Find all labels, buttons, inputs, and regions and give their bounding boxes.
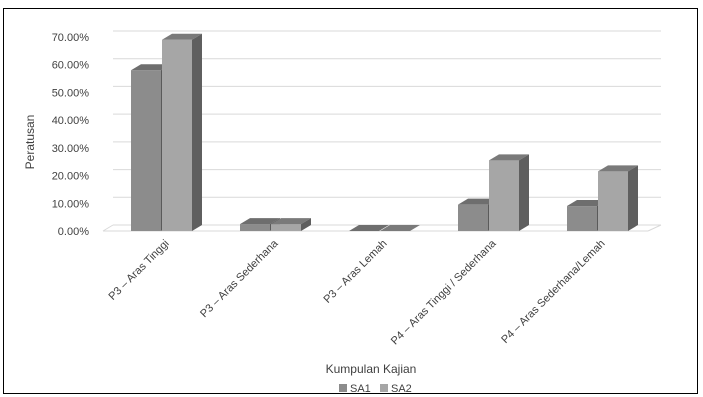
y-axis-title: Peratusan [23,115,37,170]
bar-side [301,218,311,231]
y-tick-label: 30.00% [52,143,90,155]
bar-front [162,39,192,232]
x-tick-label: P4 – Aras Sederhana/Lemah [499,238,607,346]
bar [162,33,202,232]
x-tick-label: P3 – Aras Lemah [321,238,389,306]
bar-front [598,171,628,231]
x-tick-label: P4 – Aras Tinggi / Sederhana [389,237,499,347]
legend: SA1 SA2 [339,383,412,395]
bar-top [271,218,311,225]
y-tick-label: 40.00% [52,115,90,127]
x-tick-label: P3 – Aras Sederhana [198,237,281,320]
bar-top [240,218,280,225]
bar-top [380,225,420,231]
bar-front [567,206,597,231]
bar-side [519,154,529,231]
bars [131,33,638,232]
y-tick-label: 70.00% [52,32,90,44]
y-tick-label: 10.00% [52,198,90,210]
bar-top [567,200,607,207]
bar [489,154,529,231]
y-axis-ticks: 0.00% 10.00% 20.00% 30.00% 40.00% 50.00% 60.00… [52,32,90,238]
y-tick-label: 0.00% [58,226,89,238]
bar-front [271,224,301,231]
bar-top [458,198,498,205]
bar-front [458,204,488,231]
bar-top [598,165,638,172]
legend-swatch [380,384,388,392]
x-axis-ticks: P3 – Aras Tinggi P3 – Aras Sederhana P3 – … [106,237,607,347]
bar [598,165,638,231]
y-tick-label: 60.00% [52,60,90,72]
bar-side [628,165,638,231]
gridline [102,224,114,232]
bar-top [162,33,202,40]
bar [380,225,420,232]
floor-edge [647,224,662,232]
bar-front [240,224,270,231]
bar-front [489,160,519,231]
y-tick-label: 20.00% [52,171,90,183]
legend-label: SA2 [391,383,412,395]
legend-swatch [339,384,347,392]
bar-top [349,225,389,231]
bar-top [489,154,529,161]
bar [349,225,389,232]
x-axis-title: Kumpulan Kajian [326,362,417,376]
y-tick-label: 50.00% [52,87,90,99]
x-tick-label: P3 – Aras Tinggi [106,238,171,303]
bar-side [192,33,202,232]
bar-top [131,64,171,71]
bar [271,218,311,231]
bar-front [131,70,161,231]
legend-label: SA1 [350,383,371,395]
